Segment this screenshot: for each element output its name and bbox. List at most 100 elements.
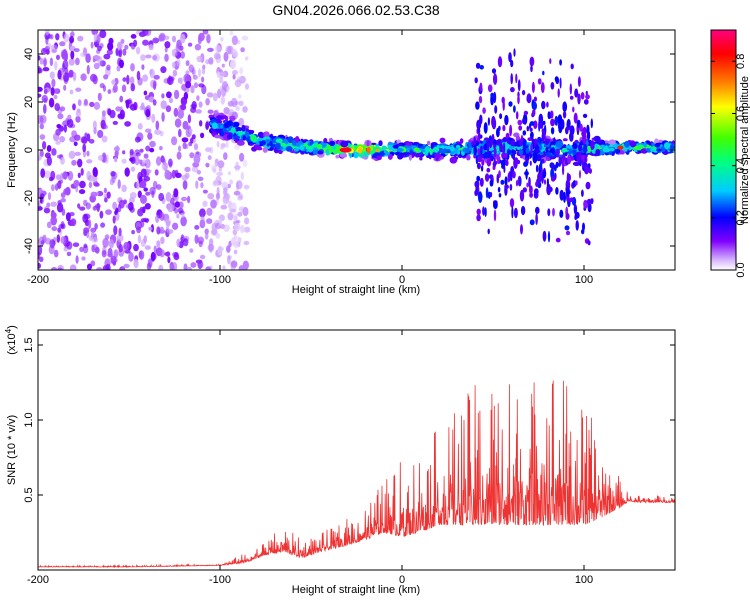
heat-cell bbox=[169, 263, 175, 270]
heat-cell bbox=[584, 165, 589, 175]
heat-cell bbox=[102, 238, 109, 248]
heat-cell bbox=[529, 185, 533, 195]
heat-cell bbox=[181, 212, 185, 218]
heat-cell bbox=[66, 118, 74, 128]
heat-cell bbox=[43, 103, 47, 114]
heat-cell bbox=[194, 43, 202, 51]
heat-cell bbox=[177, 109, 184, 119]
heat-cell bbox=[590, 140, 595, 150]
heat-cell bbox=[244, 217, 250, 225]
heat-cell bbox=[530, 143, 533, 155]
heat-cell bbox=[167, 203, 175, 213]
heat-cell bbox=[495, 139, 502, 145]
heat-cell bbox=[295, 136, 300, 143]
heat-cell bbox=[250, 130, 255, 134]
heat-cell bbox=[190, 104, 197, 109]
heat-cell bbox=[75, 115, 81, 123]
heat-cell bbox=[174, 118, 182, 128]
heat-cell bbox=[51, 148, 57, 156]
heat-cell bbox=[232, 70, 238, 75]
heat-cell bbox=[486, 167, 491, 173]
heat-cell bbox=[198, 32, 205, 42]
heat-cell bbox=[599, 144, 606, 149]
heat-cell bbox=[198, 68, 201, 78]
heat-cell bbox=[363, 151, 369, 158]
heat-cell bbox=[84, 132, 88, 138]
heat-cell bbox=[572, 106, 575, 113]
heat-cell bbox=[293, 148, 300, 152]
heat-cell bbox=[121, 158, 127, 164]
heat-cell bbox=[130, 34, 137, 39]
heat-cell bbox=[216, 186, 220, 196]
heat-cell bbox=[51, 78, 56, 88]
heat-cell bbox=[562, 164, 565, 176]
heat-cell bbox=[492, 139, 497, 145]
heat-cell bbox=[392, 144, 399, 149]
heat-cell bbox=[113, 225, 118, 236]
heat-cell bbox=[60, 236, 67, 244]
heat-cell bbox=[221, 181, 229, 189]
heat-cell bbox=[197, 176, 204, 181]
heat-cell bbox=[262, 146, 268, 153]
heat-cell bbox=[231, 97, 238, 108]
heat-cell bbox=[184, 166, 191, 172]
heat-cell bbox=[508, 145, 513, 150]
heat-cell bbox=[509, 183, 513, 191]
heat-cell bbox=[275, 138, 283, 143]
heat-cell bbox=[239, 67, 244, 75]
snr-axes: -200 -100 0 100 0.5 1.0 1.5 bbox=[23, 330, 675, 586]
heat-cell bbox=[241, 124, 246, 132]
heat-cell bbox=[133, 258, 139, 269]
heat-cell bbox=[115, 106, 122, 112]
heat-cell bbox=[468, 141, 472, 148]
heat-cell bbox=[229, 208, 237, 213]
y-tick-label: 0 bbox=[23, 147, 35, 153]
heat-cell bbox=[97, 56, 103, 67]
heat-cell bbox=[91, 244, 99, 253]
heat-cell bbox=[529, 56, 535, 67]
heat-cell bbox=[131, 230, 136, 235]
heat-cell bbox=[489, 192, 493, 198]
heat-cell bbox=[505, 132, 510, 139]
heat-cell bbox=[544, 138, 549, 146]
heat-cell bbox=[112, 201, 117, 210]
x-tick-label: -200 bbox=[27, 274, 49, 286]
heat-cell bbox=[479, 82, 483, 92]
heat-cell bbox=[125, 99, 130, 109]
heat-cell bbox=[55, 140, 61, 145]
heat-cell bbox=[216, 71, 221, 79]
heat-cell bbox=[499, 143, 504, 153]
heat-cell bbox=[171, 61, 176, 68]
colorbar-tick-label: 0.2 bbox=[735, 210, 747, 225]
heat-cell bbox=[193, 143, 199, 151]
heat-cell bbox=[227, 171, 232, 176]
colorbar-ticks: 0.0 0.2 0.4 0.6 0.8 bbox=[711, 54, 747, 278]
heat-cell bbox=[608, 139, 616, 145]
heat-cell bbox=[201, 67, 206, 75]
heat-cell bbox=[64, 67, 69, 75]
heat-cell bbox=[172, 251, 179, 258]
heat-cell bbox=[496, 173, 500, 184]
heat-cell bbox=[546, 101, 549, 108]
heat-cell bbox=[86, 159, 93, 164]
heat-cell bbox=[178, 128, 182, 138]
heat-cell bbox=[588, 168, 593, 174]
heat-cell bbox=[168, 75, 172, 85]
heat-cell bbox=[219, 217, 222, 227]
heat-cell bbox=[585, 181, 591, 190]
heat-cell bbox=[199, 254, 206, 260]
heat-cell bbox=[569, 83, 572, 95]
heat-cell bbox=[190, 262, 197, 268]
heat-cell bbox=[566, 118, 571, 128]
heat-cell bbox=[340, 140, 349, 148]
heat-cell bbox=[656, 148, 662, 152]
heat-cell bbox=[159, 212, 165, 221]
heat-cell bbox=[532, 151, 538, 164]
heat-peak bbox=[339, 147, 352, 153]
heat-cell bbox=[572, 143, 578, 150]
heat-cell bbox=[220, 95, 225, 105]
heat-cell bbox=[141, 30, 148, 37]
heat-cell bbox=[378, 140, 383, 147]
heat-cell bbox=[43, 88, 48, 95]
heat-cell bbox=[207, 155, 212, 161]
